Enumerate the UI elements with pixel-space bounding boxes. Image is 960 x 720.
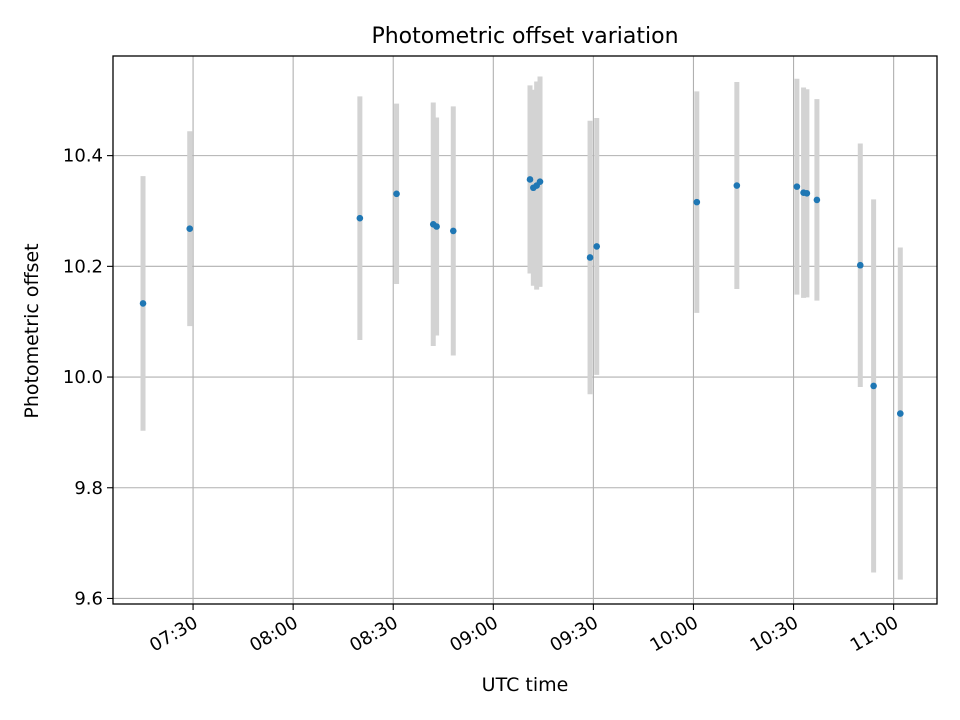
data-point (803, 189, 811, 197)
data-point (536, 178, 544, 185)
data-points (139, 176, 904, 417)
y-tick-label: 10.0 (63, 367, 103, 388)
data-point (593, 243, 601, 250)
grid (113, 56, 937, 604)
data-point (449, 227, 457, 235)
y-axis-label: Photometric offset (21, 243, 43, 418)
chart-title: Photometric offset variation (371, 24, 678, 49)
data-point (393, 190, 400, 198)
data-point (733, 182, 741, 189)
data-point (586, 254, 594, 261)
data-point (356, 214, 364, 222)
data-point (693, 198, 701, 206)
y-tick-label: 9.6 (74, 588, 103, 609)
data-point (813, 196, 821, 204)
data-point (856, 261, 864, 269)
y-tick-label: 9.8 (74, 478, 103, 499)
x-axis-label: UTC time (482, 674, 569, 696)
data-point (897, 410, 904, 417)
plot-frame (112, 55, 938, 605)
data-point (793, 183, 801, 190)
data-point (139, 300, 147, 307)
data-point (186, 225, 194, 233)
y-tick-label: 10.4 (63, 146, 103, 167)
y-tick-label: 10.2 (63, 256, 103, 277)
data-point (870, 382, 877, 390)
data-point (433, 223, 440, 230)
data-point (526, 176, 534, 183)
